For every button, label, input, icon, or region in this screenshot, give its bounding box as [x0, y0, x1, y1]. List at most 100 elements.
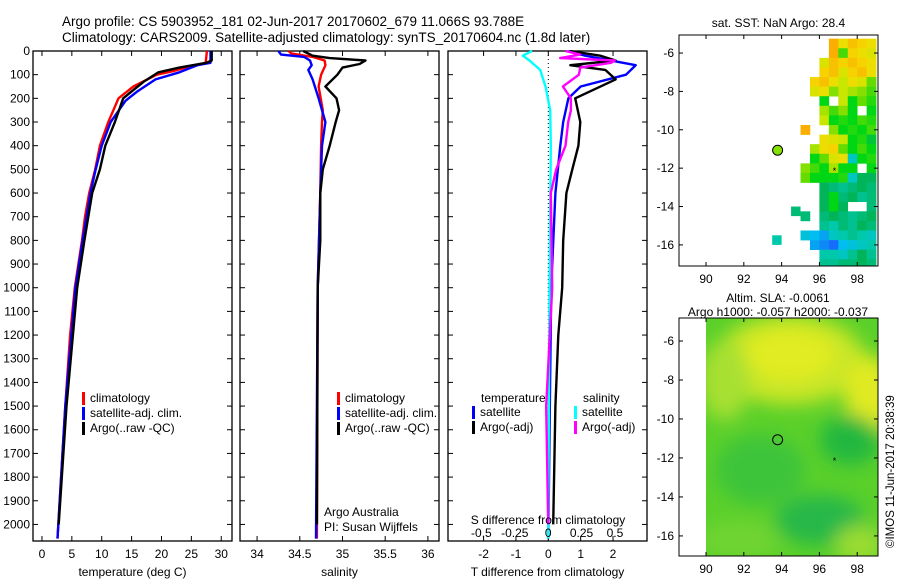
x-tick-label: 1 [577, 547, 584, 561]
lat-tick-label: -16 [657, 529, 675, 543]
lon-tick-label: 92 [737, 272, 751, 286]
sst-cell [838, 201, 849, 212]
lat-tick-label: -6 [663, 334, 674, 348]
sst-cell [838, 86, 849, 97]
sst-cell [866, 192, 877, 203]
sst-cells [772, 38, 877, 267]
sst-cell [847, 86, 858, 97]
sst-cell [828, 48, 839, 59]
sst-cell [857, 77, 867, 87]
sst-cell [847, 77, 858, 87]
sst-cell [857, 153, 867, 164]
sst-cell [809, 230, 820, 241]
annotation-institution: Argo Australia [324, 505, 399, 519]
sst-cell [828, 192, 839, 203]
sst-cell [828, 77, 839, 87]
sst-cell [866, 211, 877, 222]
sst-cell [847, 144, 858, 155]
legend-item: satellite [480, 405, 521, 419]
legend-swatch [337, 422, 340, 435]
lat-tick-label: -12 [657, 451, 675, 465]
plot-frame [239, 50, 440, 542]
y-tick-label: 0 [23, 44, 30, 58]
series-line-argo-raw-qc- [57, 51, 213, 525]
sst-cell [857, 67, 867, 78]
sst-cell [866, 77, 877, 87]
sst-cell [838, 105, 849, 116]
series-line-satellite-adj-clim- [56, 51, 212, 539]
salinity-panel: 34 34.5 35 35.5 36 salinity climatologysatelli… [239, 49, 440, 579]
annotation-pi: PI: Susan Wijffels [324, 520, 418, 534]
sst-cell [809, 172, 820, 183]
x-tick-label: 36 [421, 547, 435, 561]
figure-title-line2: Climatology: CARS2009. Satellite-adjuste… [62, 30, 590, 45]
sst-cell [866, 144, 877, 155]
sst-cell [866, 86, 877, 97]
sst-cell [819, 220, 830, 231]
lon-tick-label: 92 [737, 562, 751, 576]
sla-field [706, 318, 878, 556]
sst-cell [838, 259, 849, 267]
legend-swatch [472, 421, 475, 434]
x-tick-label: 2 [610, 547, 617, 561]
y-tick-label: 1900 [3, 494, 30, 508]
sst-cell [838, 96, 849, 107]
lon-tick-label: 96 [813, 272, 827, 286]
legend-swatch [337, 407, 340, 420]
legend-heading-salinity: salinity [583, 391, 620, 405]
legend-item: satellite-adj. clim. [345, 406, 437, 420]
sst-cell [800, 163, 811, 174]
series-line-s-satellite [521, 49, 552, 539]
series-line-t-argo-adj- [552, 49, 617, 525]
sst-cell [847, 115, 858, 126]
sst-cell [838, 77, 849, 87]
x-tick-label: -1 [511, 547, 522, 561]
legend-swatch [472, 406, 475, 419]
sst-cell [800, 211, 811, 222]
sst-cell [819, 115, 830, 126]
sst-cell [847, 96, 858, 107]
sst-cell [857, 115, 867, 126]
sst-cell [800, 172, 811, 183]
sst-cell [857, 249, 867, 260]
sst-cell [838, 163, 849, 174]
sst-cell [819, 259, 830, 267]
sst-cell [828, 144, 839, 155]
sst-cell [847, 163, 858, 174]
sst-cell [819, 67, 830, 78]
y-tick-label: 1000 [3, 281, 30, 295]
argo-position-marker [772, 144, 784, 156]
y-tick-label: 1300 [3, 352, 30, 366]
x-tick-label: 34 [250, 547, 264, 561]
argo-position-marker [772, 434, 784, 446]
sst-cell [828, 259, 839, 267]
sst-cell [847, 220, 858, 231]
difference-panel: -2 -1 0 1 2 T difference from climatology -0.5… [447, 49, 648, 579]
sst-cell [866, 230, 877, 241]
sst-cell [828, 172, 839, 183]
x2-tick-label: -0.5 [471, 526, 492, 540]
sst-cell [809, 77, 820, 87]
sst-cell [866, 134, 877, 145]
sst-cell [857, 172, 867, 183]
map-frame [678, 34, 879, 267]
series-line-t-satellite [547, 49, 637, 539]
sst-cell [828, 211, 839, 222]
sst-cell [847, 192, 858, 203]
sst-cell [809, 86, 820, 97]
legend-item: satellite [582, 405, 623, 419]
x-axis-label: salinity [321, 565, 358, 579]
sst-cell [838, 38, 849, 49]
sst-cell [866, 240, 877, 250]
sst-cell [857, 57, 867, 68]
y-tick-label: 1200 [3, 328, 30, 342]
y-tick-label: 400 [10, 139, 30, 153]
lat-tick-label: -12 [657, 161, 675, 175]
sst-cell [819, 230, 830, 241]
sst-cell [866, 153, 877, 164]
x-tick-label: 5 [69, 547, 76, 561]
sst-cell [866, 220, 877, 231]
lon-tick-label: 94 [775, 562, 789, 576]
sst-cell [828, 201, 839, 212]
sst-cell [847, 259, 858, 267]
